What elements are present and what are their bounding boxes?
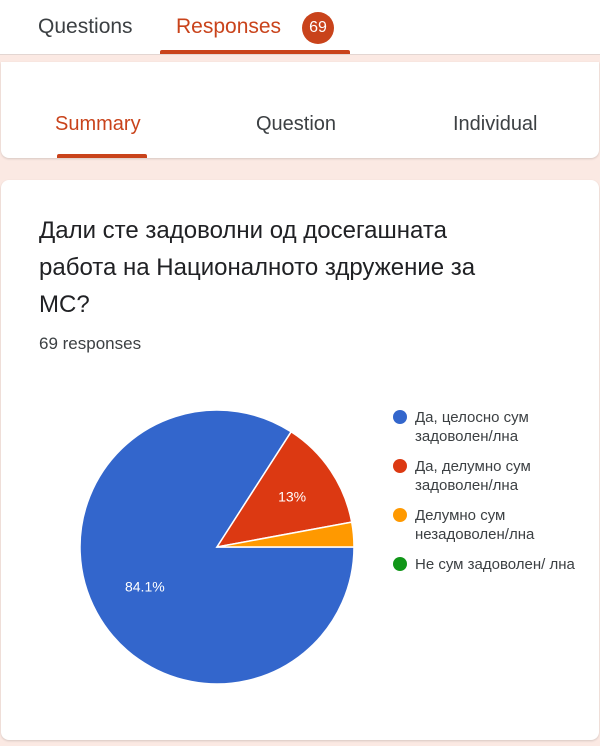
pie-slice-0: [79, 409, 355, 685]
response-count: 69 responses: [39, 334, 142, 353]
active-tab-indicator: [160, 50, 350, 54]
tab-summary[interactable]: Summary: [55, 113, 141, 135]
tab-questions[interactable]: Questions: [38, 15, 133, 38]
legend-color-dot: [393, 459, 407, 473]
legend-label: Не сум задоволен/ лна: [415, 556, 575, 573]
responses-count-badge: 69: [302, 12, 334, 44]
question-title: Дали сте задоволни од досегашната работа…: [39, 217, 476, 318]
response-view-tabs: Summary Question Individual: [1, 62, 599, 158]
pie-slice-label-0: 84.1%: [125, 578, 165, 594]
pie-slice-label-1: 13%: [278, 489, 306, 505]
legend-item: Не сум задоволен/ лна: [393, 555, 593, 574]
pie-slice-1: [215, 430, 353, 549]
legend-item: Да, делумно сум задоволен/лна: [393, 457, 593, 495]
pie-chart: 84.1% 13%: [79, 409, 355, 685]
tab-responses[interactable]: Responses: [176, 15, 282, 38]
legend-color-dot: [393, 508, 407, 522]
active-subtab-indicator: [57, 154, 147, 158]
top-tab-bar: Questions Responses 69: [0, 0, 600, 55]
legend-label: Делумно сум незадоволен/лна: [415, 507, 535, 543]
legend-label: Да, делумно сум задоволен/лна: [415, 458, 531, 494]
legend-label: Да, целосно сум задоволен/лна: [415, 409, 529, 445]
legend-item: Делумно сум незадоволен/лна: [393, 506, 593, 544]
tab-individual[interactable]: Individual: [453, 113, 538, 135]
chart-legend: Да, целосно сум задоволен/лна Да, делумно…: [393, 408, 593, 585]
legend-item: Да, целосно сум задоволен/лна: [393, 408, 593, 446]
tab-question[interactable]: Question: [256, 113, 337, 135]
legend-color-dot: [393, 557, 407, 571]
question-summary-card: Дали сте задоволни од досегашната работа…: [1, 180, 599, 740]
pie-slice-2: [216, 521, 355, 548]
legend-color-dot: [393, 410, 407, 424]
